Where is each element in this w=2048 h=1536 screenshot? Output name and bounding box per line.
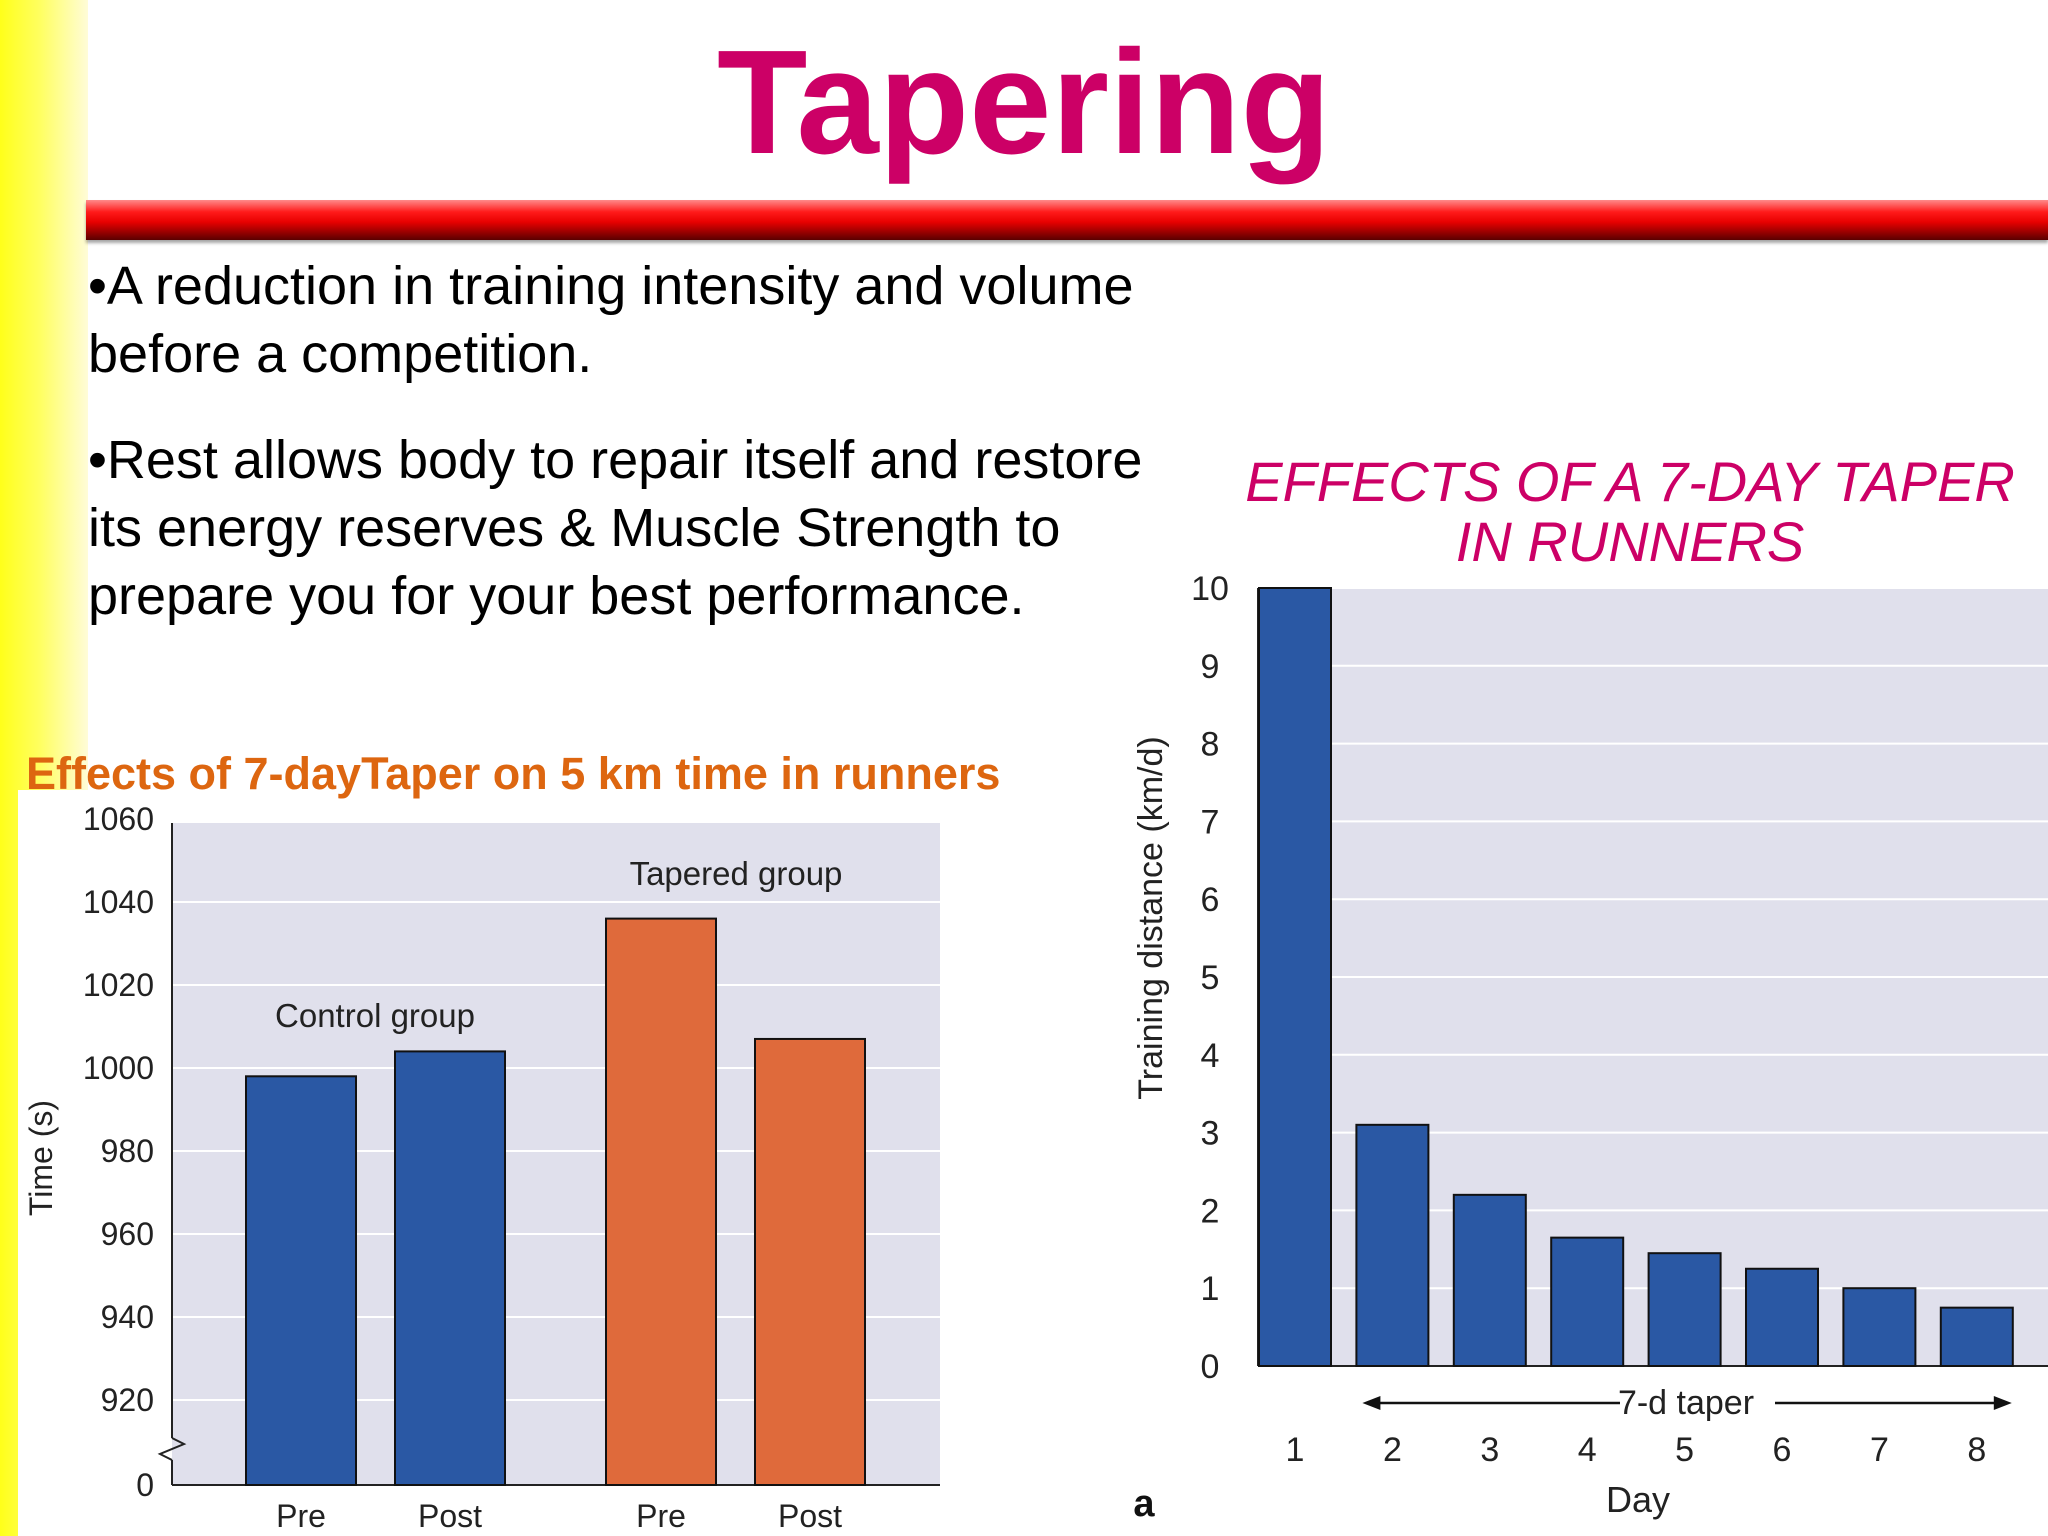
title-divider-bar bbox=[86, 200, 2048, 240]
y-tick-label: 920 bbox=[101, 1382, 154, 1418]
y-tick-label: 9 bbox=[1201, 648, 1220, 686]
bar-day-7 bbox=[1842, 1287, 1917, 1368]
y-tick-label: 940 bbox=[101, 1299, 154, 1335]
y-tick-label: 7 bbox=[1201, 803, 1220, 841]
x-tick-label: Post bbox=[418, 1498, 482, 1534]
bar-day-3 bbox=[1452, 1193, 1527, 1368]
x-tick-label: 6 bbox=[1773, 1431, 1792, 1469]
x-tick-label: Post bbox=[778, 1498, 842, 1534]
bullet-1: •A reduction in training intensity and v… bbox=[88, 252, 1228, 388]
x-tick-label: 2 bbox=[1383, 1431, 1402, 1469]
y-tick-label: 1000 bbox=[83, 1050, 154, 1086]
y-tick-label: 1 bbox=[1201, 1270, 1220, 1308]
x-tick-label: 3 bbox=[1480, 1431, 1499, 1469]
bar-control-post bbox=[394, 1050, 506, 1486]
bar-day-6 bbox=[1745, 1267, 1819, 1367]
bullet-2-line-3: prepare you for your best performance. bbox=[88, 566, 1025, 626]
y-tick-label: 2 bbox=[1201, 1192, 1220, 1230]
x-tick-label: 1 bbox=[1286, 1431, 1305, 1469]
y-axis-title: Time (s) bbox=[23, 1100, 59, 1216]
five-km-time-chart: 1060 1040 1020 1000 980 960 940 920 0 Pre Post Pre P… bbox=[18, 790, 960, 1536]
y-axis-break bbox=[157, 1437, 187, 1461]
y-tick-label: 4 bbox=[1201, 1037, 1220, 1075]
y-tick-label: 3 bbox=[1201, 1115, 1220, 1153]
x-tick-label: 8 bbox=[1967, 1431, 1986, 1469]
bullet-1-line-2: before a competition. bbox=[88, 324, 593, 384]
bar-tapered-pre bbox=[605, 917, 717, 1487]
bullet-1-line-1: •A reduction in training intensity and v… bbox=[88, 256, 1134, 316]
taper-arrowhead-left bbox=[1362, 1396, 1381, 1410]
panel-label: a bbox=[1133, 1483, 1155, 1525]
y-tick-label: 1040 bbox=[83, 884, 154, 920]
y-tick-label: 8 bbox=[1201, 726, 1220, 764]
right-chart-title: EFFECTS OF A 7-DAY TAPER IN RUNNERS bbox=[1245, 450, 2015, 573]
x-axis-title: Day bbox=[1606, 1479, 1670, 1520]
bullet-2: •Rest allows body to repair itself and r… bbox=[88, 426, 1228, 630]
y-tick-label: 6 bbox=[1201, 881, 1220, 919]
group-label-tapered: Tapered group bbox=[630, 855, 843, 892]
bar-day-5 bbox=[1647, 1252, 1722, 1367]
y-tick-label: 980 bbox=[101, 1133, 154, 1169]
x-tick-label: Pre bbox=[636, 1498, 686, 1534]
training-distance-chart: 0 1 2 3 4 5 6 7 8 9 10 1 2 3 4 5 6 7 8 7-d taper Day Training… bbox=[1132, 570, 2048, 1525]
bar-day-8 bbox=[1939, 1306, 2014, 1368]
y-tick-label: 5 bbox=[1201, 959, 1220, 997]
y-tick-label: 0 bbox=[136, 1467, 154, 1503]
bullet-2-line-2: its energy reserves & Muscle Strength to bbox=[88, 498, 1061, 558]
y-tick-label: 1060 bbox=[83, 801, 154, 837]
x-tick-label: 4 bbox=[1578, 1431, 1597, 1469]
y-tick-label: 10 bbox=[1191, 570, 1229, 608]
x-tick-label: 7 bbox=[1870, 1431, 1889, 1469]
taper-arrowhead-right bbox=[1993, 1396, 2012, 1410]
bar-day-4 bbox=[1550, 1236, 1625, 1367]
bar-tapered-post bbox=[754, 1037, 866, 1486]
y-axis-title: Training distance (km/d) bbox=[1132, 736, 1170, 1099]
slide-title: Tapering bbox=[717, 20, 1331, 185]
bar-control-pre bbox=[245, 1075, 357, 1486]
y-tick-label: 1020 bbox=[83, 967, 154, 1003]
bar-day-2 bbox=[1355, 1123, 1430, 1367]
y-tick-label: 960 bbox=[101, 1216, 154, 1252]
y-tick-label: 0 bbox=[1201, 1348, 1220, 1386]
group-label-control: Control group bbox=[275, 997, 475, 1034]
x-tick-label: Pre bbox=[276, 1498, 326, 1534]
bullet-2-line-1: •Rest allows body to repair itself and r… bbox=[88, 430, 1143, 490]
bar-day-1 bbox=[1258, 587, 1332, 1367]
x-tick-label: 5 bbox=[1675, 1431, 1694, 1469]
taper-annotation: 7-d taper bbox=[1618, 1384, 1754, 1422]
left-chart-title: Effects of 7-dayTaper on 5 km time in ru… bbox=[26, 748, 1001, 799]
